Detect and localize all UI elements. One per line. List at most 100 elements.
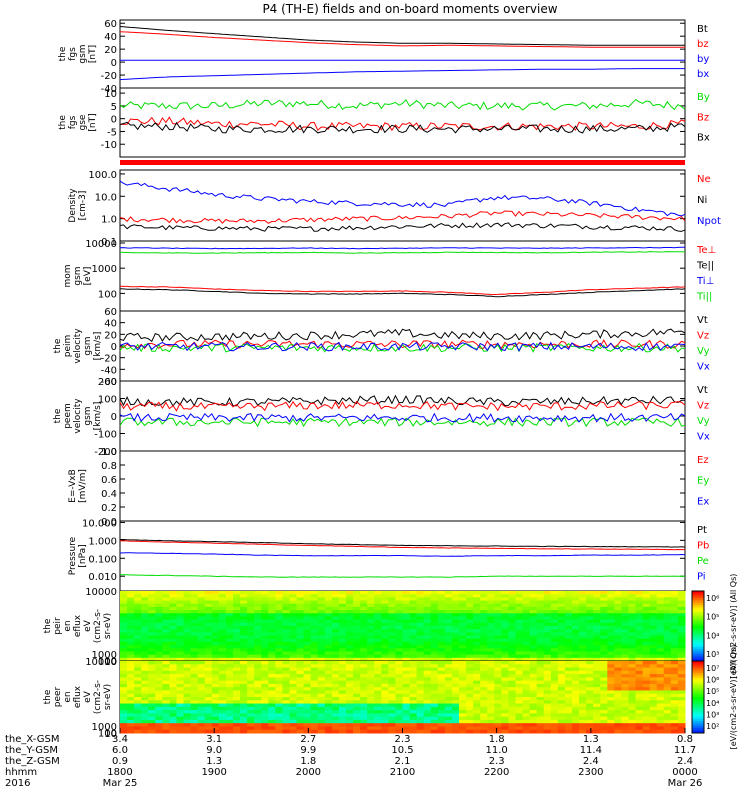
heatmap-cell <box>381 597 389 602</box>
heatmap-cell <box>218 654 227 659</box>
heatmap-cell <box>275 616 283 621</box>
heatmap-cell <box>543 700 552 705</box>
heatmap-cell <box>480 594 488 598</box>
heatmap-cell <box>261 697 269 701</box>
heatmap-cell <box>628 661 637 665</box>
heatmap-cell <box>444 610 453 614</box>
heatmap-cell <box>155 651 163 656</box>
heatmap-cell <box>289 674 298 678</box>
heatmap-cell <box>430 594 439 598</box>
heatmap-cell <box>374 622 382 627</box>
heatmap-cell <box>508 710 516 714</box>
heatmap-cell <box>487 603 495 608</box>
heatmap-cell <box>437 619 446 624</box>
heatmap-cell <box>607 594 615 598</box>
heatmap-cell <box>134 619 142 624</box>
heatmap-cell <box>543 710 552 714</box>
legend-Ni: Ni <box>697 195 707 206</box>
heatmap-cell <box>225 616 234 621</box>
heatmap-cell <box>120 706 128 711</box>
heatmap-cell <box>254 680 262 685</box>
heatmap-cell <box>437 603 446 608</box>
heatmap-cell <box>607 687 615 691</box>
heatmap-cell <box>155 632 163 637</box>
heatmap-cell <box>430 622 439 627</box>
heatmap-cell <box>331 703 340 708</box>
heatmap-cell <box>127 703 135 708</box>
heatmap-cell <box>324 716 333 721</box>
heatmap-cell <box>487 706 495 711</box>
heatmap-cell <box>614 645 622 649</box>
heatmap-cell <box>635 664 644 669</box>
heatmap-cell <box>240 645 248 649</box>
heatmap-cell <box>247 690 255 695</box>
heatmap-cell <box>621 603 629 608</box>
heatmap-cell <box>466 619 474 624</box>
heatmap-cell <box>522 606 531 611</box>
heatmap-cell <box>367 677 375 682</box>
heatmap-cell <box>416 645 425 649</box>
heatmap-cell <box>430 591 439 595</box>
heatmap-cell <box>183 610 192 614</box>
heatmap-cell <box>225 600 234 605</box>
heatmap-cell <box>600 654 608 659</box>
heatmap-cell <box>204 606 213 611</box>
heatmap-cell <box>183 713 192 718</box>
heatmap-cell <box>451 648 460 652</box>
heatmap-cell <box>508 683 516 688</box>
heatmap-cell <box>190 661 199 665</box>
y-axis-label: gse <box>78 114 88 130</box>
heatmap-cell <box>635 603 644 608</box>
heatmap-cell <box>353 641 361 646</box>
heatmap-cell <box>628 706 637 711</box>
heatmap-cell <box>190 629 199 633</box>
heatmap-cell <box>607 648 615 652</box>
heatmap-cell <box>494 680 502 685</box>
heatmap-cell <box>218 648 227 652</box>
heatmap-cell <box>367 683 375 688</box>
heatmap-cell <box>586 703 594 708</box>
heatmap-cell <box>670 674 679 678</box>
heatmap-cell <box>346 677 354 682</box>
y-tick-label: 10000 <box>85 239 117 250</box>
heatmap-cell <box>656 693 665 698</box>
heatmap-cell <box>317 632 326 637</box>
heatmap-cell <box>218 726 227 731</box>
heatmap-cell <box>621 716 629 721</box>
heatmap-cell <box>677 690 686 695</box>
heatmap-cell <box>402 632 411 637</box>
heatmap-cell <box>430 654 439 659</box>
colorbar-cell <box>692 628 704 632</box>
heatmap-cell <box>437 638 446 643</box>
colorbar-cell <box>692 651 704 655</box>
heatmap-cell <box>466 635 474 640</box>
heatmap-cell <box>656 645 665 649</box>
heatmap-cell <box>282 680 290 685</box>
heatmap-cell <box>473 641 481 646</box>
heatmap-cell <box>317 693 326 698</box>
heatmap-cell <box>466 657 474 662</box>
heatmap-cell <box>381 723 389 727</box>
heatmap-cell <box>572 706 580 711</box>
heatmap-cell <box>649 664 658 669</box>
heatmap-cell <box>240 677 248 682</box>
heatmap-cell <box>529 723 538 727</box>
heatmap-cell <box>211 723 220 727</box>
heatmap-cell <box>338 619 347 624</box>
heatmap-cell <box>522 600 531 605</box>
colorbar-cell <box>692 680 704 684</box>
heatmap-cell <box>155 716 163 721</box>
heatmap-cell <box>416 723 425 727</box>
colorbar-cell <box>692 687 704 691</box>
heatmap-cell <box>261 654 269 659</box>
heatmap-cell <box>600 641 608 646</box>
heatmap-cell <box>466 600 474 605</box>
heatmap-cell <box>642 703 651 708</box>
heatmap-cell <box>240 680 248 685</box>
heatmap-cell <box>543 674 552 678</box>
heatmap-cell <box>303 654 312 659</box>
heatmap-cell <box>204 641 213 646</box>
heatmap-cell <box>225 603 234 608</box>
heatmap-cell <box>402 674 411 678</box>
